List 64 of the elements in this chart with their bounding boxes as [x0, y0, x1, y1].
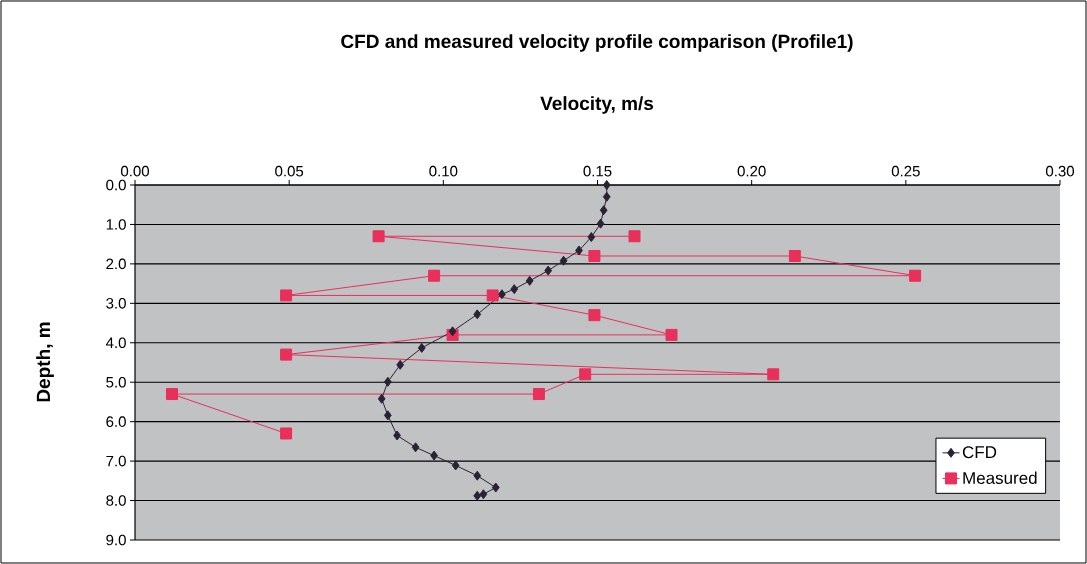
y-tick-label: 0.0 [106, 179, 126, 191]
x-tick-label: 0.05 [275, 165, 304, 177]
x-tick-label: 0.10 [429, 165, 458, 177]
x-tick-label: 0.15 [583, 165, 612, 177]
point [451, 460, 460, 471]
point [280, 427, 293, 440]
point [280, 289, 293, 302]
legend-label: CFD [962, 446, 997, 459]
x-tick-label: 0.20 [737, 165, 766, 177]
point [383, 376, 392, 387]
point [473, 490, 482, 501]
point [575, 245, 583, 256]
point [532, 388, 545, 401]
point [599, 205, 608, 216]
point [479, 489, 488, 500]
point [280, 348, 293, 361]
y-tick-label: 8.0 [106, 495, 126, 506]
point [473, 309, 482, 320]
point [383, 410, 392, 421]
point [448, 326, 457, 337]
y-tick-label: 5.0 [106, 376, 126, 388]
point [417, 342, 426, 353]
point [486, 289, 499, 302]
point [788, 250, 801, 262]
point [377, 393, 386, 404]
point [579, 368, 592, 381]
x-tick-label: 0.30 [1045, 165, 1074, 177]
point [428, 269, 441, 282]
point [166, 388, 179, 401]
point [596, 218, 605, 229]
legend-label: Measured [963, 471, 1037, 485]
x-axis-title: Velocity, m/s [540, 96, 654, 114]
y-axis-title: Depth, m [36, 322, 54, 402]
point [393, 430, 401, 441]
point [510, 284, 519, 295]
x-tick-label: 0.25 [891, 165, 920, 177]
y-tick-label: 2.0 [106, 258, 126, 270]
y-tick-label: 7.0 [106, 455, 126, 467]
point [411, 442, 420, 453]
point [602, 180, 611, 190]
y-tick-label: 9.0 [106, 534, 126, 546]
point [588, 250, 601, 262]
x-tick-label: 0.00 [120, 165, 150, 177]
y-tick-label: 4.0 [105, 337, 126, 349]
y-tick-label: 6.0 [106, 416, 126, 427]
y-tick-label: 3.0 [106, 298, 126, 309]
point [491, 482, 500, 493]
point [588, 309, 601, 322]
point [473, 470, 482, 481]
point [430, 450, 438, 461]
point [909, 269, 922, 282]
chart-title: CFD and measured velocity profile comparison (Profile1) [341, 34, 853, 52]
point [665, 328, 678, 341]
point [525, 275, 534, 286]
point [602, 191, 611, 202]
y-tick-label: 1.0 [106, 219, 126, 230]
point [559, 255, 568, 266]
point [628, 230, 641, 243]
point [587, 232, 596, 243]
point [498, 289, 506, 300]
point [396, 359, 405, 370]
point [767, 368, 780, 381]
point [372, 230, 385, 243]
point [544, 265, 553, 276]
